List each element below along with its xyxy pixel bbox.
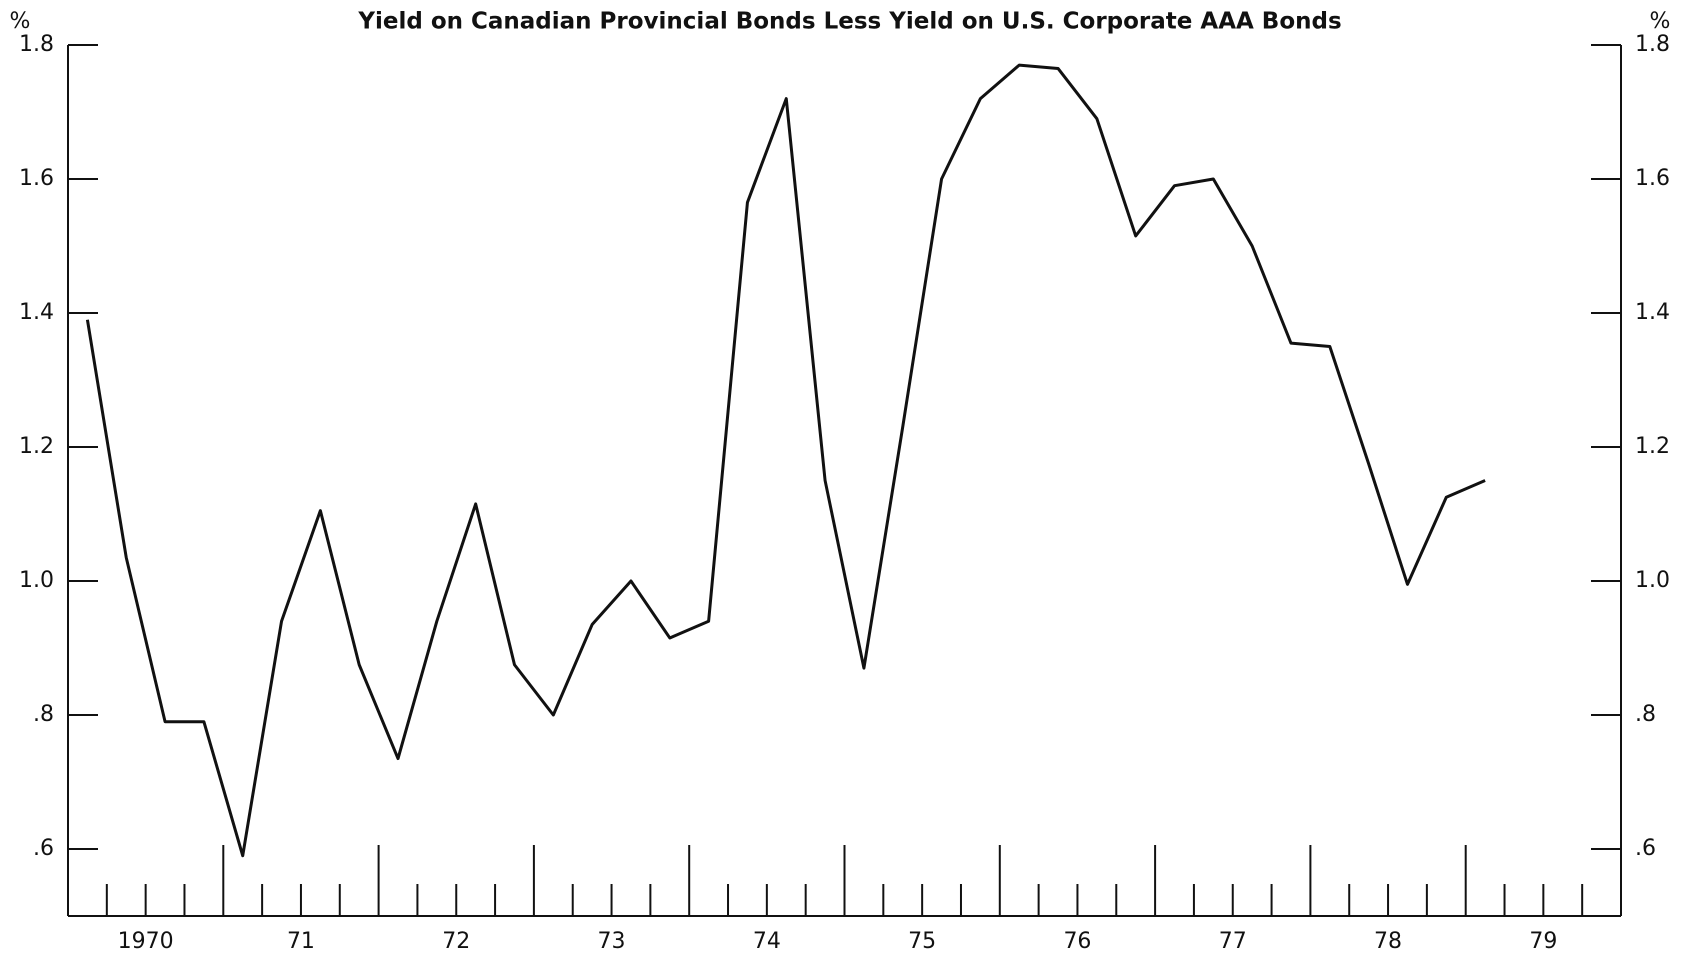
x-tick-label: 77	[1219, 929, 1247, 954]
x-tick-label: 1970	[118, 929, 174, 954]
chart-title: Yield on Canadian Provincial Bonds Less …	[357, 9, 1341, 35]
x-tick-label: 74	[753, 929, 781, 954]
y-unit: %	[10, 9, 31, 34]
y-tick-label-right: 1.4	[1635, 300, 1670, 325]
y-tick-label: 1.0	[19, 568, 54, 593]
y-tick-label: 1.2	[19, 434, 54, 459]
y-tick-label: 1.8	[19, 32, 54, 57]
y-tick-label-right: .8	[1635, 702, 1656, 727]
x-tick-label: 73	[598, 929, 626, 954]
y-tick-label-right: 1.6	[1635, 166, 1670, 191]
y-tick-label-right: .6	[1635, 836, 1656, 861]
y-tick-label: 1.4	[19, 300, 54, 325]
x-tick-label: 76	[1063, 929, 1091, 954]
y-tick-label-right: 1.2	[1635, 434, 1670, 459]
y-tick-label: 1.6	[19, 166, 54, 191]
y-tick-label: .8	[33, 702, 54, 727]
x-tick-label: 79	[1529, 929, 1557, 954]
y-unit-right: %	[1650, 9, 1671, 34]
x-tick-label: 72	[442, 929, 470, 954]
x-tick-label: 75	[908, 929, 936, 954]
x-tick-label: 78	[1374, 929, 1402, 954]
y-tick-label-right: 1.0	[1635, 568, 1670, 593]
data-line	[85, 63, 1486, 858]
x-tick-label: 71	[287, 929, 315, 954]
y-tick-label: .6	[33, 836, 54, 861]
y-tick-label-right: 1.8	[1635, 32, 1670, 57]
